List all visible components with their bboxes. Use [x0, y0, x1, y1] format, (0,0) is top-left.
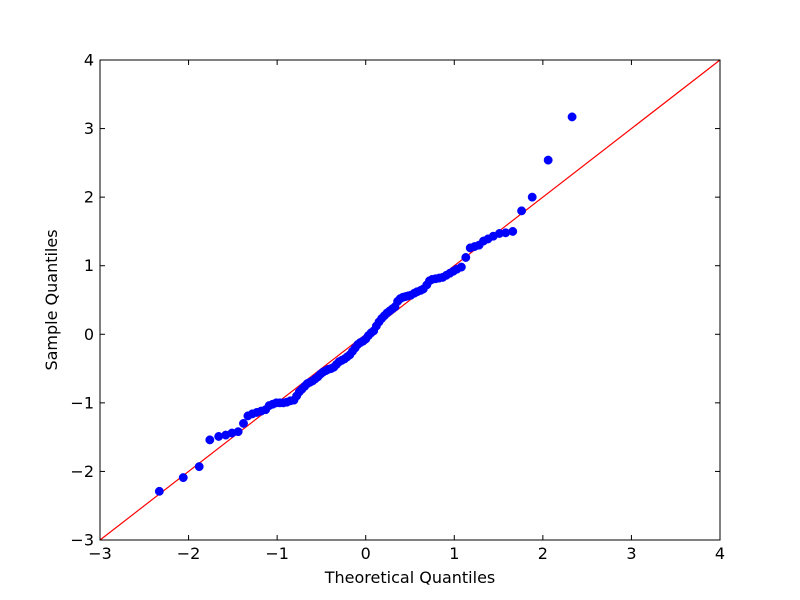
plot-frame — [99, 59, 721, 541]
x-tick-label: 4 — [715, 544, 725, 563]
y-axis-label: Sample Quantiles — [42, 229, 61, 370]
data-point — [527, 192, 537, 202]
y-tick-label: 2 — [84, 188, 94, 207]
y-tick-label: −2 — [70, 462, 94, 481]
x-tick-label: −3 — [88, 544, 112, 563]
y-tick-label: 0 — [84, 325, 94, 344]
data-point — [508, 226, 518, 236]
data-point — [517, 206, 527, 216]
x-tick-label: 1 — [449, 544, 459, 563]
x-axis-label: Theoretical Quantiles — [324, 568, 496, 587]
y-tick-label: −1 — [70, 393, 94, 412]
x-tick-label: 3 — [626, 544, 636, 563]
data-point — [567, 112, 577, 122]
y-tick-label: 1 — [84, 256, 94, 275]
data-point — [456, 262, 466, 272]
data-point — [543, 155, 553, 165]
ticks-layer: −3 −2 −1 0 1 2 3 4 −3 −2 −1 0 1 2 3 4 — [70, 51, 725, 564]
data-point — [194, 462, 204, 472]
data-point — [178, 473, 188, 483]
points-layer — [154, 112, 577, 496]
x-tick-label: 2 — [538, 544, 548, 563]
y-tick-label: 3 — [84, 119, 94, 138]
x-tick-label: 0 — [361, 544, 371, 563]
data-point — [239, 418, 248, 428]
y-tick-label: −3 — [70, 531, 94, 550]
x-tick-label: −1 — [265, 544, 289, 563]
data-point — [205, 435, 215, 445]
data-point — [461, 253, 471, 262]
data-point — [233, 427, 243, 437]
data-point — [154, 486, 164, 496]
reference-line-layer — [99, 59, 721, 541]
reference-line — [99, 59, 721, 541]
y-tick-label: 4 — [84, 51, 94, 70]
x-tick-label: −2 — [177, 544, 201, 563]
